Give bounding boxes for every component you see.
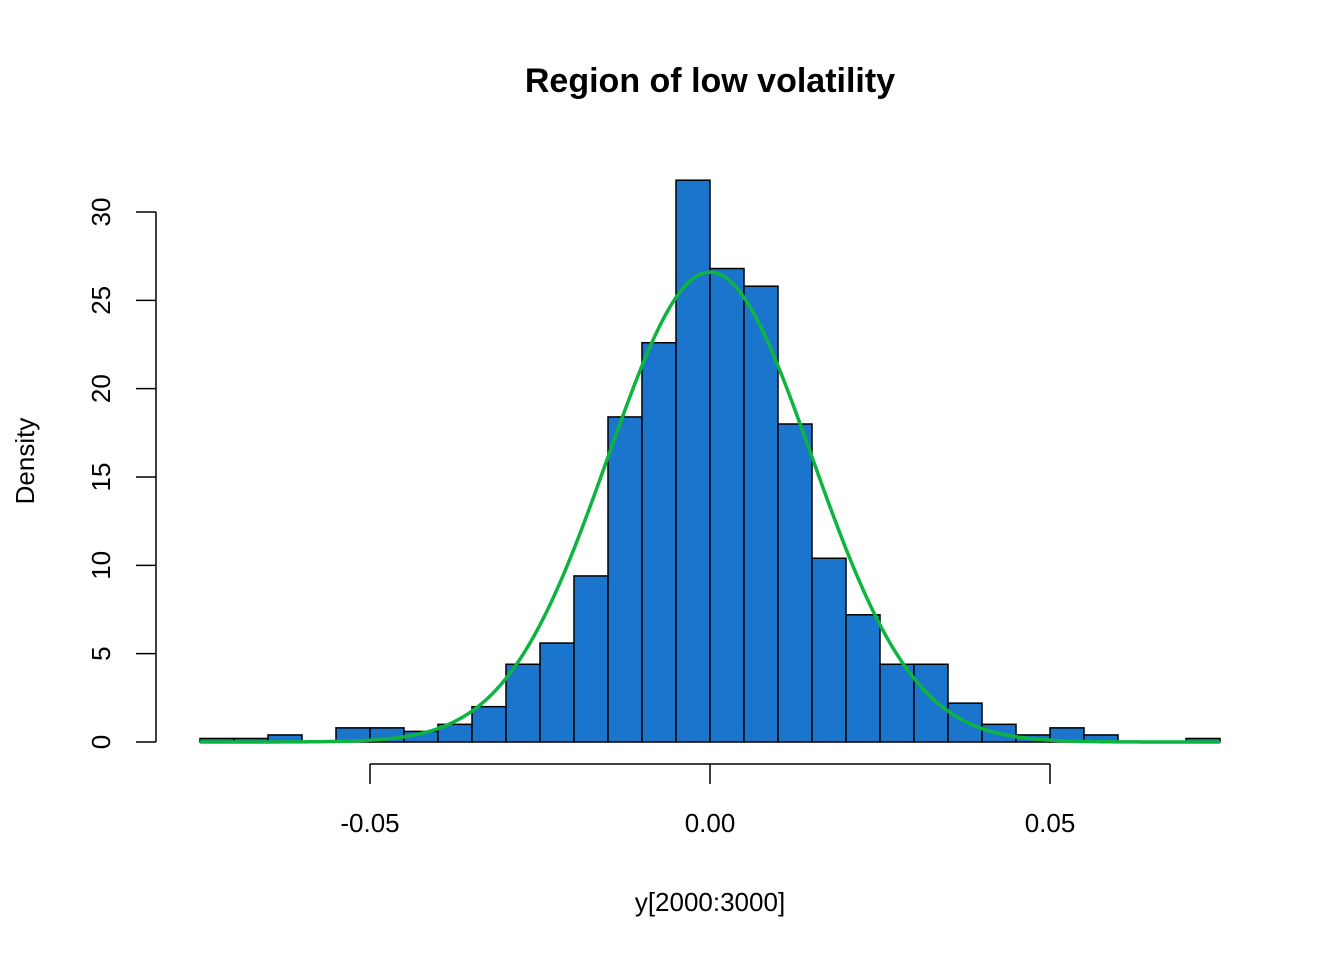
histogram-bars [199, 179, 1221, 743]
histogram-bar [777, 423, 813, 743]
y-axis-label: Density [10, 418, 40, 505]
histogram-bar [539, 642, 575, 743]
chart-title: Region of low volatility [525, 62, 895, 100]
histogram-bar [641, 341, 677, 743]
y-axis: 0 5 10 15 20 25 30 [86, 198, 157, 749]
y-tick-label: 25 [86, 286, 116, 315]
histogram-bar [675, 179, 711, 743]
histogram-bar [471, 705, 507, 743]
y-tick-label: 20 [86, 374, 116, 403]
histogram-bar [879, 663, 915, 743]
y-tick-label: 10 [86, 551, 116, 580]
histogram-bar [573, 575, 609, 743]
y-tick-label: 5 [86, 646, 116, 660]
x-tick-label: -0.05 [340, 808, 399, 838]
x-tick-label: 0.00 [685, 808, 736, 838]
histogram-bar [505, 663, 541, 743]
density-curve [200, 270, 1220, 744]
x-axis: -0.05 0.00 0.05 [340, 763, 1076, 838]
histogram-bar [709, 267, 745, 743]
y-tick-label: 0 [86, 735, 116, 749]
histogram-bar [607, 416, 643, 743]
y-tick-label: 15 [86, 463, 116, 492]
histogram-bar [845, 614, 881, 743]
x-axis-label: y[2000:3000] [635, 887, 785, 917]
x-tick-label: 0.05 [1025, 808, 1076, 838]
histogram-bar [811, 557, 847, 743]
histogram-bar [743, 285, 779, 743]
histogram-bar [913, 663, 949, 743]
y-tick-label: 30 [86, 198, 116, 227]
